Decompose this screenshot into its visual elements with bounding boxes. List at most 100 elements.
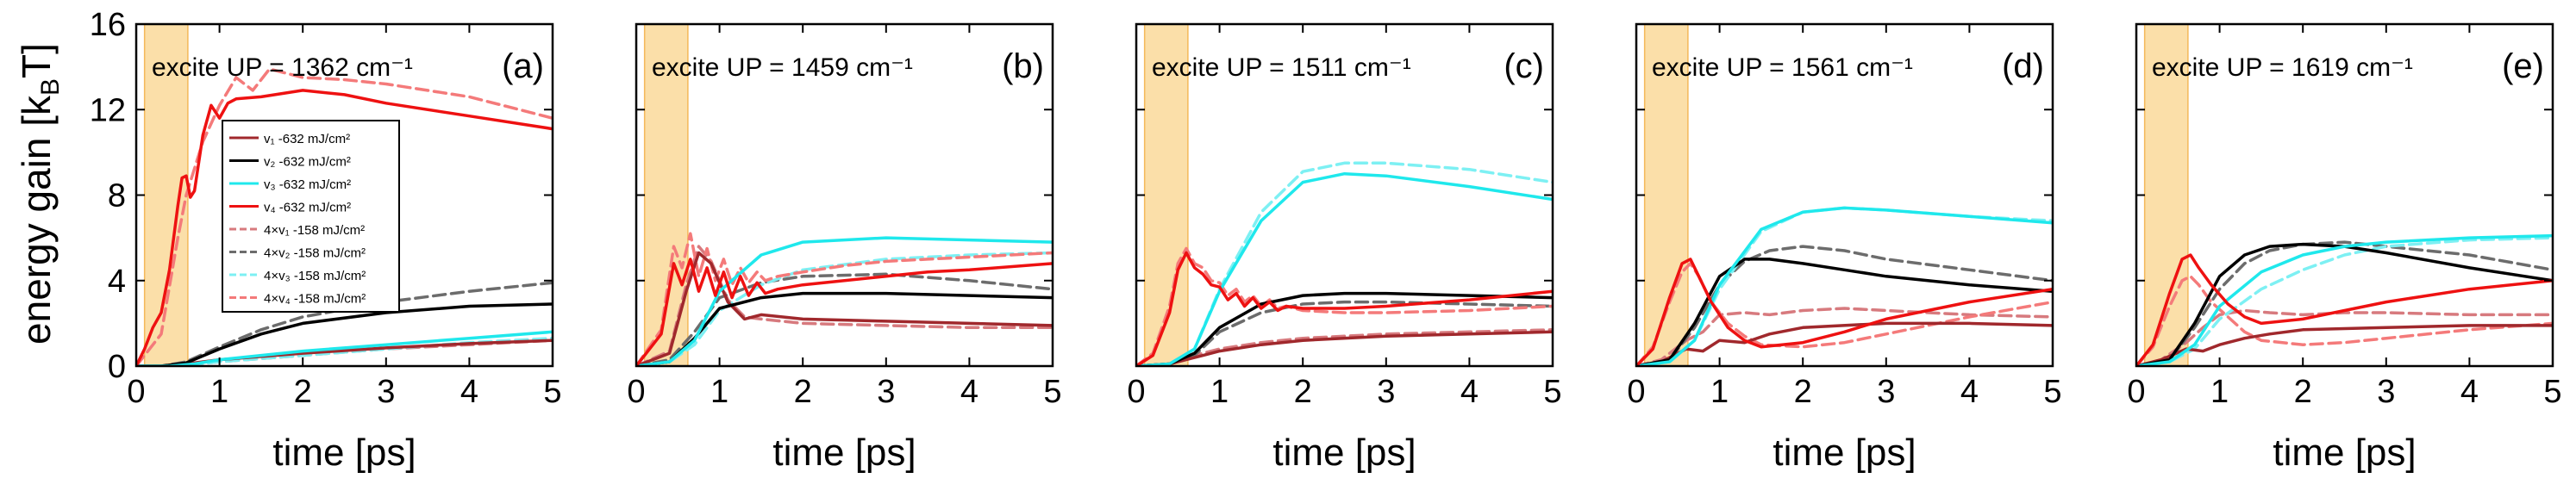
series-line-v4_light xyxy=(636,232,1053,366)
x-tick-label: 0 xyxy=(2127,374,2145,410)
x-tick-label: 1 xyxy=(2210,374,2229,410)
legend-label: v₂ -632 mJ/cm² xyxy=(264,155,351,170)
x-tick-label: 4 xyxy=(960,374,979,410)
series-line-v3 xyxy=(1636,206,2053,366)
series-line-v1_light xyxy=(1636,307,2053,366)
x-tick-label: 5 xyxy=(1043,374,1061,410)
legend-label: v₄ -632 mJ/cm² xyxy=(264,201,351,215)
x-tick-label: 1 xyxy=(710,374,728,410)
panel-title: excite UP = 1362 cm⁻¹ xyxy=(152,53,413,82)
series-line-v4 xyxy=(1136,251,1553,366)
legend-label: 4×v₄ -158 mJ/cm² xyxy=(264,292,366,307)
panel-label: (b) xyxy=(1002,47,1044,85)
pump-pulse-band xyxy=(1143,23,1189,367)
pump-pulse-band xyxy=(2143,23,2189,367)
panel-label: (c) xyxy=(1504,47,1544,85)
x-tick-label: 4 xyxy=(1460,374,1479,410)
panel-title: excite UP = 1511 cm⁻¹ xyxy=(1152,53,1411,82)
x-tick-label: 5 xyxy=(543,374,561,410)
legend-label: 4×v₁ -158 mJ/cm² xyxy=(264,223,365,238)
x-tick-label: 3 xyxy=(877,374,895,410)
x-tick-label: 2 xyxy=(794,374,812,410)
legend-label: 4×v₃ -158 mJ/cm² xyxy=(264,269,366,283)
x-tick-label: 2 xyxy=(1794,374,1812,410)
y-axis-label-text: energy gain [kBT] xyxy=(14,43,65,345)
series-line-v3_light xyxy=(2136,236,2553,366)
series-group xyxy=(636,232,1053,366)
series-line-v3 xyxy=(636,236,1053,366)
series-line-v4 xyxy=(1636,258,2053,366)
panel-2: 0 1 2 3 4 5 time [ps] excite UP = 1459 cm⁻¹ (b) xyxy=(627,22,1062,474)
series-line-v2 xyxy=(2136,242,2553,366)
series-line-v4_light xyxy=(136,67,553,366)
y-tick-label: 0 xyxy=(108,349,126,385)
x-axis-label: time [ps] xyxy=(1272,432,1416,474)
legend-label: 4×v₂ -158 mJ/cm² xyxy=(264,246,366,261)
x-tick-label: 3 xyxy=(1877,374,1895,410)
x-tick-label: 5 xyxy=(2043,374,2061,410)
x-axis-label: time [ps] xyxy=(772,432,916,474)
x-tick-label: 2 xyxy=(1294,374,1312,410)
y-axis-label-main: energy gain [k xyxy=(14,95,59,345)
series-group xyxy=(1136,161,1553,366)
panel-label: (a) xyxy=(502,47,544,85)
series-line-v4_light xyxy=(1636,262,2053,366)
x-tick-label: 0 xyxy=(127,374,145,410)
series-line-v4_light xyxy=(2136,275,2553,366)
x-tick-label: 4 xyxy=(2460,374,2479,410)
x-tick-label: 4 xyxy=(1960,374,1979,410)
series-line-v1 xyxy=(2136,324,2553,366)
y-axis-label-tail: T] xyxy=(14,43,59,78)
x-tick-label: 0 xyxy=(1627,374,1645,410)
x-tick-label: 2 xyxy=(294,374,312,410)
series-line-v3 xyxy=(2136,233,2553,366)
panel-5: 0 1 2 3 4 5 time [ps] excite UP = 1619 cm⁻¹ (e) xyxy=(2127,22,2562,474)
panel-3: 0 1 2 3 4 5 time [ps] excite UP = 1511 cm⁻¹ (c) xyxy=(1127,22,1562,474)
legend-label: v₃ -632 mJ/cm² xyxy=(264,177,351,192)
series-line-v4_light xyxy=(1136,246,1553,366)
series-line-v4 xyxy=(2136,253,2553,366)
x-tick-label: 3 xyxy=(1377,374,1395,410)
series-line-v2 xyxy=(1136,291,1553,366)
x-tick-label: 0 xyxy=(1127,374,1145,410)
y-axis-label-subscript: B xyxy=(36,78,65,96)
x-tick-label: 2 xyxy=(2294,374,2312,410)
y-axis-label: energy gain [kBT] xyxy=(14,43,65,345)
y-tick-label: 12 xyxy=(90,92,126,128)
y-tick-label: 16 xyxy=(90,7,126,43)
x-tick-label: 3 xyxy=(377,374,395,410)
series-line-v2 xyxy=(136,302,553,366)
series-line-v3 xyxy=(1136,171,1553,366)
legend-label: v₁ -632 mJ/cm² xyxy=(264,132,350,146)
series-line-v2_light xyxy=(636,272,1053,366)
series-line-v2_light xyxy=(1636,245,2053,366)
x-tick-label: 1 xyxy=(1210,374,1229,410)
x-axis-label: time [ps] xyxy=(1773,432,1916,474)
panel-label: (e) xyxy=(2502,47,2544,85)
legend-box xyxy=(222,120,400,313)
panel-title: excite UP = 1459 cm⁻¹ xyxy=(652,53,913,82)
series-line-v2 xyxy=(1636,258,2053,366)
legend: v₁ -632 mJ/cm² v₂ -632 mJ/cm² v₃ -632 mJ/c… xyxy=(222,120,400,313)
y-tick-label: 4 xyxy=(108,264,126,300)
x-tick-label: 3 xyxy=(2377,374,2395,410)
series-group xyxy=(2136,233,2553,366)
panel-4: 0 1 2 3 4 5 time [ps] excite UP = 1561 cm⁻¹ (d) xyxy=(1627,22,2062,474)
x-axis-label: time [ps] xyxy=(2273,432,2416,474)
series-line-v1 xyxy=(636,251,1053,366)
x-tick-label: 4 xyxy=(460,374,478,410)
series-line-v4 xyxy=(136,89,553,366)
series-line-v1_light xyxy=(2136,308,2553,366)
panel-label: (d) xyxy=(2002,47,2044,85)
x-tick-label: 5 xyxy=(2543,374,2561,410)
series-line-v2_light xyxy=(2136,240,2553,366)
x-tick-label: 0 xyxy=(627,374,645,410)
panel-title: excite UP = 1561 cm⁻¹ xyxy=(1652,53,1913,82)
x-axis-label: time [ps] xyxy=(272,432,416,474)
series-line-v2_light xyxy=(136,281,553,366)
series-group xyxy=(1636,206,2053,366)
x-tick-label: 1 xyxy=(210,374,228,410)
